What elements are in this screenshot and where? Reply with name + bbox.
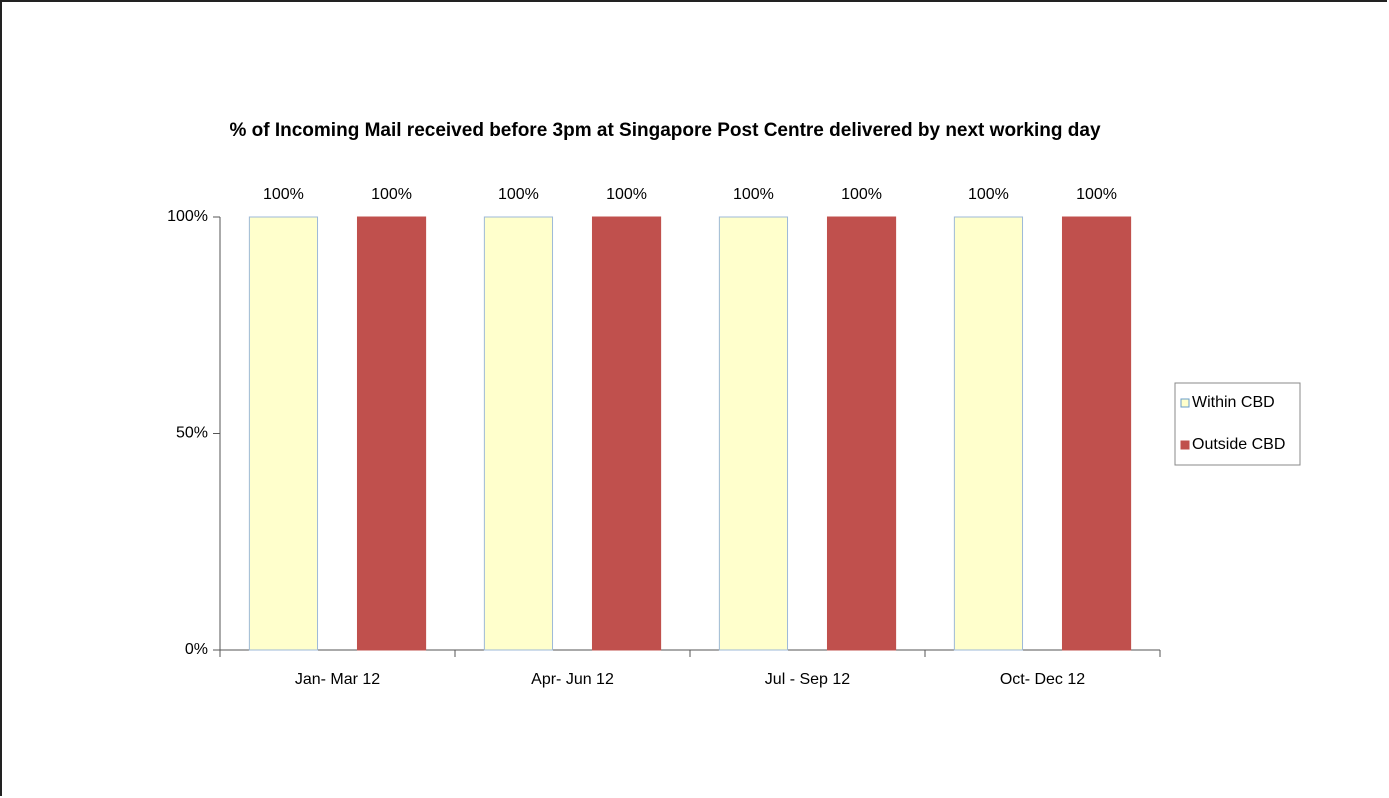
value-label: 100% [498,186,539,203]
y-tick-label: 100% [167,208,208,225]
chart-title: % of Incoming Mail received before 3pm a… [229,120,1101,141]
y-tick-label: 0% [185,641,208,658]
legend-swatch [1180,398,1190,408]
bar [718,216,789,651]
legend-box [1174,382,1301,466]
legend-swatch [1180,440,1190,450]
y-tick-label: 50% [176,425,208,442]
bar [483,216,554,651]
bar [356,216,427,651]
x-tick-label: Apr- Jun 12 [531,671,614,688]
x-tick-label: Jul - Sep 12 [765,671,850,688]
x-tick-label: Jan- Mar 12 [295,671,380,688]
bar [1061,216,1132,651]
value-label: 100% [1076,186,1117,203]
value-label: 100% [371,186,412,203]
x-tick-label: Oct- Dec 12 [1000,671,1085,688]
bar [591,216,662,651]
value-label: 100% [606,186,647,203]
value-label: 100% [968,186,1009,203]
legend-label: Outside CBD [1192,436,1285,453]
bar [953,216,1024,651]
bar [248,216,319,651]
bar [826,216,897,651]
legend-label: Within CBD [1192,394,1275,411]
value-label: 100% [733,186,774,203]
value-label: 100% [841,186,882,203]
value-label: 100% [263,186,304,203]
